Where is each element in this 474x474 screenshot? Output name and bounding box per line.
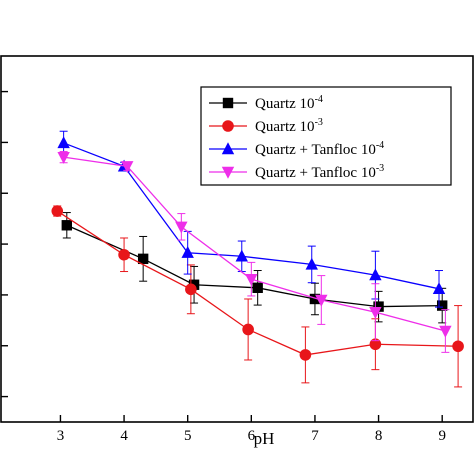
- series-1: [61, 212, 448, 324]
- legend-item-3: Quartz + Tanfloc 10-4: [209, 140, 384, 158]
- data-point-triangle-down: [245, 273, 258, 286]
- data-point-square: [309, 293, 321, 305]
- data-point-square: [222, 97, 234, 109]
- data-point-square: [252, 282, 263, 293]
- x-tick-label: 4: [120, 428, 128, 444]
- legend-label-main: Quartz 10: [255, 119, 315, 135]
- legend-label: Quartz 10-4: [255, 94, 323, 112]
- data-point-triangle-up: [221, 142, 235, 155]
- data-point-square: [137, 253, 149, 265]
- data-point-triangle-up: [57, 136, 70, 149]
- series-4: [57, 151, 452, 353]
- data-point-triangle-down: [121, 161, 134, 174]
- data-point-triangle-up: [305, 257, 318, 270]
- legend-label: Quartz 10-3: [255, 117, 323, 135]
- x-tick-label: 7: [311, 428, 319, 444]
- x-tick-label: 5: [184, 428, 192, 444]
- x-tick-label: 8: [375, 428, 383, 444]
- data-point-circle: [185, 283, 197, 296]
- data-point-circle: [452, 340, 464, 353]
- legend-label-exponent: -4: [315, 94, 323, 105]
- plot-frame: [0, 55, 474, 423]
- data-point-triangle-down: [315, 294, 328, 307]
- data-point-circle: [242, 323, 254, 336]
- legend-item-1: Quartz 10-4: [209, 94, 323, 112]
- data-point-triangle-down: [221, 166, 235, 179]
- legend-item-2: Quartz 10-3: [209, 117, 323, 135]
- data-point-square: [373, 301, 384, 312]
- legend-label-main: Quartz + Tanfloc 10: [255, 165, 376, 181]
- data-point-triangle-down: [439, 325, 452, 338]
- data-point-circle: [222, 120, 234, 132]
- legend-label-exponent: -3: [376, 163, 384, 174]
- data-point-triangle-up: [235, 249, 248, 262]
- series-line: [66, 224, 443, 308]
- x-tick-label: 9: [438, 428, 446, 444]
- data-point-circle: [299, 349, 312, 361]
- series-layer: [51, 130, 464, 388]
- data-point-triangle-down: [57, 151, 70, 164]
- data-point-circle: [369, 338, 382, 351]
- data-point-triangle-down: [369, 307, 382, 319]
- legend-label: Quartz + Tanfloc 10-4: [255, 140, 384, 158]
- legend-label-exponent: -3: [315, 117, 323, 128]
- x-axis-title: pH: [254, 429, 275, 448]
- x-tick-label: 3: [57, 428, 65, 444]
- data-point-triangle-down: [175, 221, 188, 234]
- data-point-triangle-up: [432, 282, 446, 295]
- legend-item-4: Quartz + Tanfloc 10-3: [209, 163, 384, 181]
- data-point-circle: [118, 248, 130, 261]
- legend-label-exponent: -4: [376, 140, 384, 151]
- series-2: [51, 205, 464, 388]
- legend-label: Quartz + Tanfloc 10-3: [255, 163, 384, 181]
- x-tick-label: 6: [248, 428, 256, 444]
- data-point-square: [436, 300, 448, 311]
- data-point-square: [61, 220, 73, 231]
- data-point-triangle-up: [181, 246, 194, 258]
- data-point-triangle-up: [369, 268, 382, 281]
- data-point-circle: [51, 205, 64, 217]
- legend-label-main: Quartz 10: [255, 96, 315, 112]
- axes: 3 4 5 6 7 8 9: [0, 55, 474, 444]
- legend-label-main: Quartz + Tanfloc 10: [255, 142, 376, 158]
